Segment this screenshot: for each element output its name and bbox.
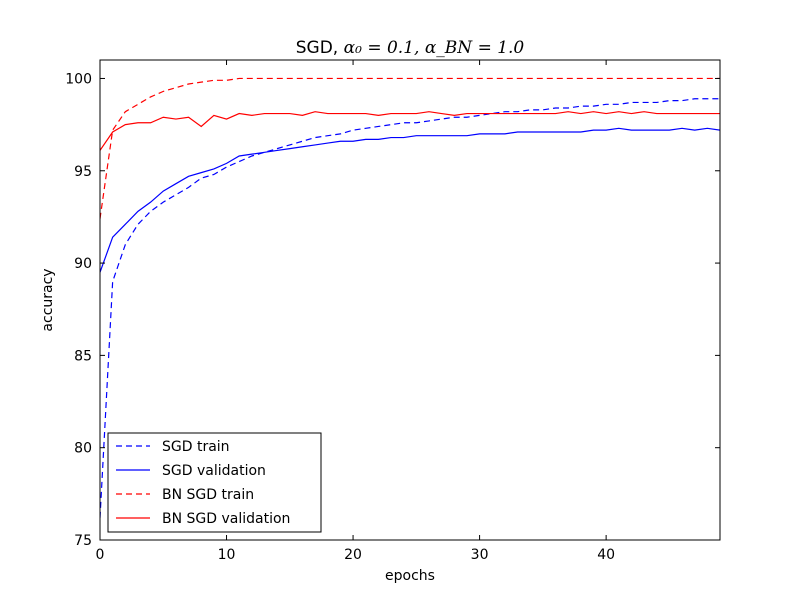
y-tick-label: 90 — [74, 256, 92, 272]
x-tick-label: 30 — [471, 547, 489, 563]
y-tick-label: 80 — [74, 441, 92, 457]
legend-label: SGD validation — [162, 463, 266, 479]
y-axis-label: accuracy — [40, 268, 56, 331]
x-tick-label: 10 — [218, 547, 236, 563]
series-line-sgd-validation — [100, 127, 720, 273]
ticks-layer: 0 10 20 30 40 75 80 85 90 95 100 — [65, 60, 720, 563]
chart-title-prefix: SGD, — [296, 38, 344, 58]
chart-title: SGD, α₀ = 0.1, α_BN = 1.0 — [296, 38, 525, 58]
y-tick-label: 100 — [65, 71, 92, 87]
y-tick-label: 75 — [74, 533, 92, 549]
series-line-bn-sgd-train — [100, 77, 720, 219]
y-tick-label: 85 — [74, 348, 92, 364]
plot-area: 0 10 20 30 40 75 80 85 90 95 100 — [65, 59, 721, 563]
y-tick-label: 95 — [74, 164, 92, 180]
series-layer — [100, 77, 720, 518]
legend-label: BN SGD validation — [162, 511, 290, 527]
series-line-sgd-train — [100, 98, 720, 518]
legend: SGD train SGD validation BN SGD train BN SG… — [107, 432, 322, 533]
series-line-bn-sgd-validation — [100, 111, 720, 151]
legend-box — [107, 432, 322, 533]
legend-label: SGD train — [162, 439, 230, 455]
x-tick-label: 0 — [96, 547, 105, 563]
x-axis-label: epochs — [385, 568, 435, 584]
x-tick-label: 20 — [344, 547, 362, 563]
plot-frame — [99, 59, 721, 541]
legend-label: BN SGD train — [162, 487, 254, 503]
legend-items: SGD train SGD validation BN SGD train BN SG… — [116, 439, 290, 527]
chart-title-math: α₀ = 0.1, α_BN = 1.0 — [344, 38, 525, 58]
x-tick-label: 40 — [597, 547, 615, 563]
